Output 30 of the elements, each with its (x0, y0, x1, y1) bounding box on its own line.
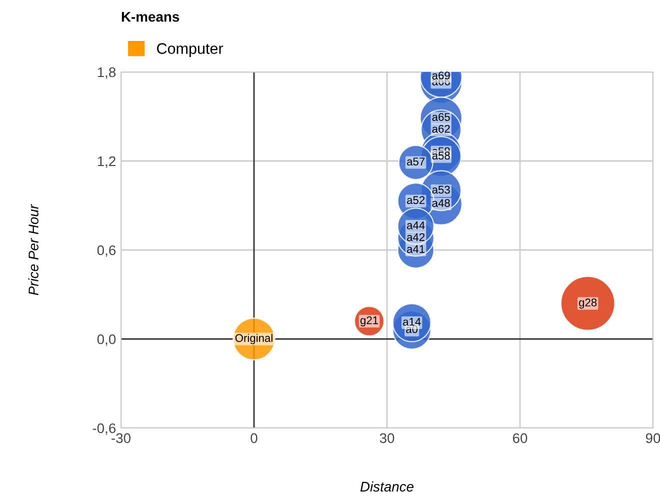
annotation: a57 (407, 158, 425, 166)
legend-label: Computer (157, 43, 224, 57)
x-tick-label: 0 (250, 433, 258, 444)
x-tick-label: 30 (380, 433, 394, 444)
y-tick-label: 0,0 (97, 334, 116, 346)
annotation: g28 (579, 298, 597, 309)
annotation: a69 (432, 72, 450, 80)
annotation: g21 (360, 316, 378, 326)
y-tick-label: 0,6 (97, 245, 116, 257)
annotation: a0 (406, 325, 418, 334)
annotation: a14 (403, 318, 421, 326)
x-axis-title: Distance (360, 481, 414, 492)
y-tick-label: 1,2 (98, 156, 116, 168)
y-tick-label: 1,8 (98, 67, 116, 79)
annotation: Original (235, 334, 272, 344)
x-tick-label: 60 (512, 433, 528, 444)
annotation: a66 (432, 78, 450, 86)
x-tick-label: -30 (112, 433, 130, 444)
annotation: a53 (432, 186, 450, 194)
annotation: a48 (432, 199, 450, 207)
annotation: a42 (407, 233, 425, 242)
annotation: a44 (407, 221, 425, 230)
y-axis-title: Price Per Hour (28, 204, 38, 296)
chart-title: K-means (122, 12, 180, 22)
x-tick-label: 90 (646, 433, 660, 444)
annotation: a52 (407, 196, 425, 204)
y-tick-label: -0,6 (92, 423, 116, 435)
annotation: a65 (432, 113, 450, 121)
annotation: a41 (407, 245, 425, 253)
annotation: a62 (432, 124, 450, 133)
